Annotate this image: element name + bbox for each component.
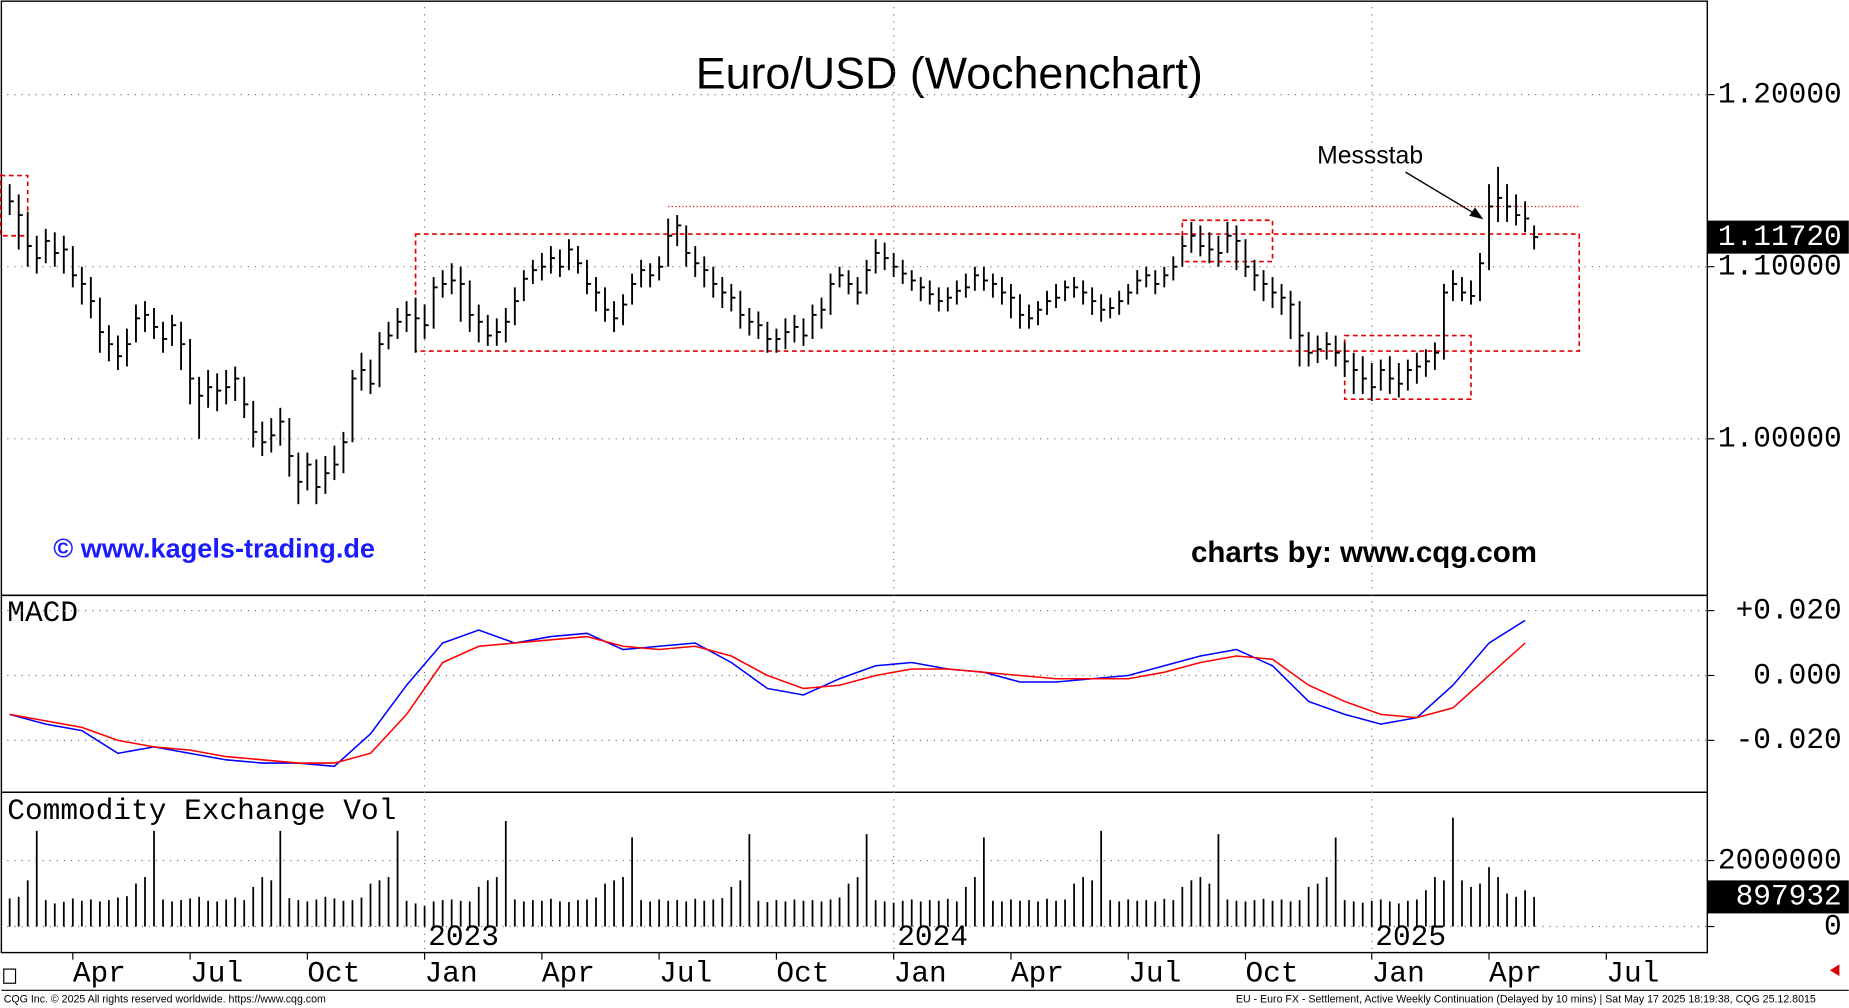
range-box xyxy=(414,233,1581,352)
x-tick-label: Apr xyxy=(1011,957,1064,991)
x-tick-label: Apr xyxy=(542,957,595,991)
source: charts by: www.cqg.com xyxy=(1191,536,1537,569)
annotation-arrow xyxy=(1405,171,1477,216)
footer-left: CQG Inc. © 2025 All rights reserved worl… xyxy=(4,994,326,1006)
range-box xyxy=(0,174,29,237)
x-tick-label: Jan xyxy=(1372,957,1425,991)
y-tick-label: -0.020 xyxy=(1736,723,1842,757)
annotation: Messstab xyxy=(1317,142,1423,169)
x-tick-label: Jul xyxy=(1606,957,1659,991)
x-tick-label: Jul xyxy=(1128,957,1181,991)
panel-label: Commodity Exchange Vol xyxy=(7,794,396,828)
footer-right: EU - Euro FX - Settlement, Active Weekly… xyxy=(1236,994,1816,1006)
x-tick-label: Oct xyxy=(1245,957,1298,991)
x-tick-label: Jan xyxy=(425,957,478,991)
y-tick-label: 1.10000 xyxy=(1718,249,1842,283)
x-tick-label: Jul xyxy=(190,957,243,991)
x-tick-label: Oct xyxy=(307,957,360,991)
last-volume-box xyxy=(1707,880,1849,914)
chart-title: Euro/USD (Wochenchart) xyxy=(696,48,1203,98)
y-tick-label: 0 xyxy=(1824,909,1842,943)
macd-line xyxy=(9,635,1526,764)
x-tick-label: Apr xyxy=(1489,957,1542,991)
icon xyxy=(3,968,17,984)
panel-label: MACD xyxy=(7,596,78,630)
y-tick-label: +0.020 xyxy=(1736,593,1842,627)
y-tick-label: 0.000 xyxy=(1753,658,1841,692)
arrow-head xyxy=(1469,207,1484,220)
last-price-label: 1.11720 xyxy=(1718,220,1842,254)
y-tick-label: 1.20000 xyxy=(1718,77,1842,111)
macd-line xyxy=(9,619,1526,768)
x-tick-label: Oct xyxy=(776,957,829,991)
y-tick-label: 2000000 xyxy=(1718,843,1842,877)
y-tick-label: 1.00000 xyxy=(1718,422,1842,456)
volume-panel xyxy=(0,791,1709,954)
last-volume-label: 897932 xyxy=(1736,880,1842,914)
icon xyxy=(1829,964,1840,977)
last-price-box xyxy=(1707,220,1849,254)
copyright: © www.kagels-trading.de xyxy=(53,533,375,564)
x-tick-label: Jul xyxy=(659,957,712,991)
x-tick-label: Apr xyxy=(73,957,126,991)
x-tick-label: Jan xyxy=(894,957,947,991)
